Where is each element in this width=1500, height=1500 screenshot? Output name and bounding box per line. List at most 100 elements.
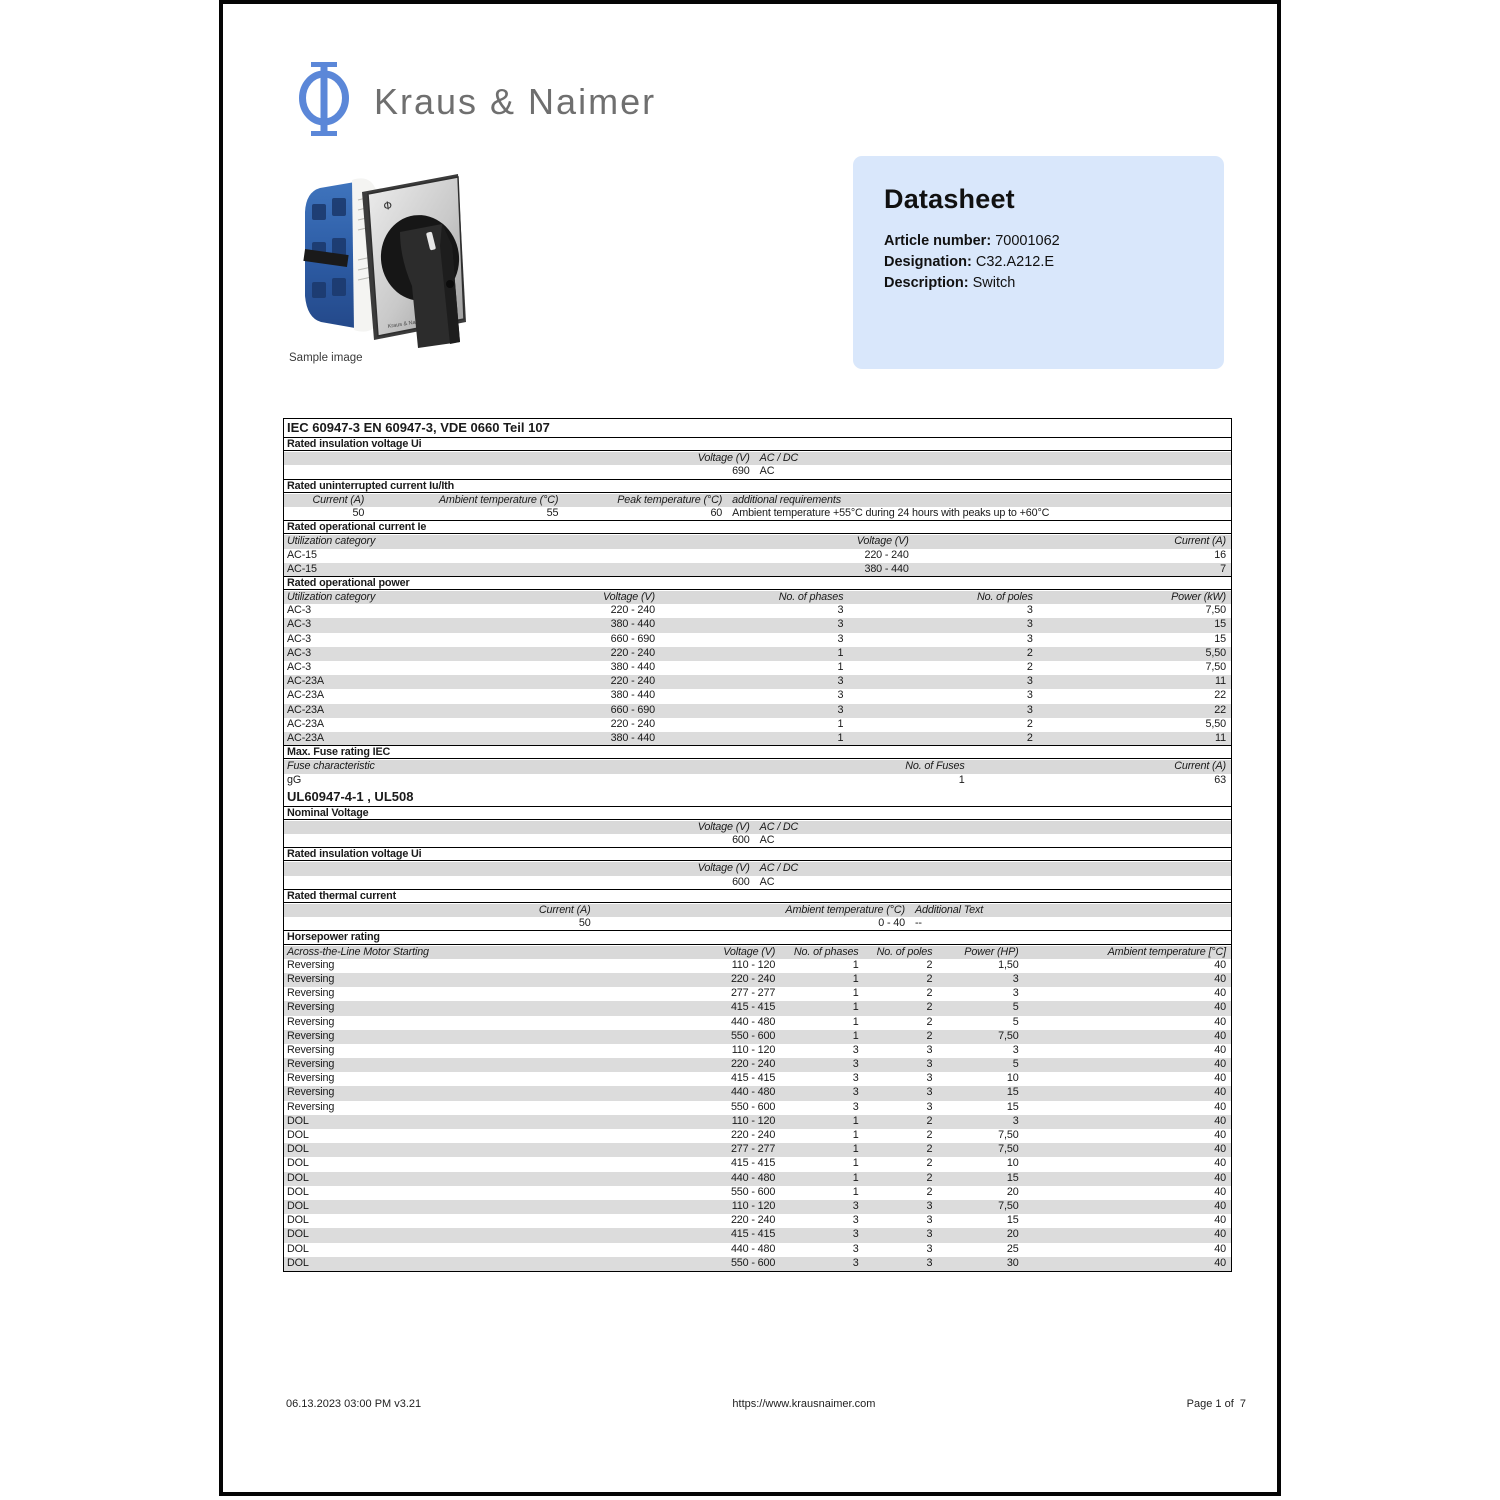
table-cell: DOL: [287, 1256, 309, 1269]
table-header-cell: No. of phases: [793, 945, 859, 958]
table-cell: 2: [926, 1157, 933, 1170]
table-header-cell: Ambient temperature [°C]: [1107, 945, 1226, 958]
table-cell: 415 - 415: [730, 1072, 776, 1085]
table-cell: 1: [852, 1001, 859, 1014]
table-cell: AC-23A: [287, 717, 324, 730]
table-cell: 40: [1214, 1214, 1226, 1227]
table-cell: 3: [926, 1072, 933, 1085]
table-cell: AC: [759, 834, 775, 847]
designation-value: C32.A212.E: [975, 254, 1055, 270]
table-row: AC-3 380 - 440 1 2 7,50: [284, 661, 1231, 676]
table-header-cell: No. of poles: [876, 945, 933, 958]
table-cell: 3: [926, 1100, 933, 1113]
brand-header: Kraus & Naimer: [298, 60, 656, 143]
table-cell: Reversing: [287, 1043, 335, 1056]
table-cell: 3: [1012, 987, 1019, 1000]
table-row: Reversing 440 - 480 1 2 5 40: [284, 1015, 1231, 1030]
table-cell: 3: [926, 1086, 933, 1099]
table-cell: 50: [352, 506, 365, 519]
table-row: DOL 550 - 600 3 3 30 40: [284, 1256, 1231, 1271]
table-cell: 2: [1026, 717, 1033, 730]
table-section-title: UL60947-4-1 , UL508: [284, 787, 1231, 807]
phi-logo-icon: [298, 60, 350, 143]
table-cell: 1: [852, 1157, 859, 1170]
table-header-row: Across-the-Line Motor Starting Voltage (V…: [284, 944, 1231, 959]
table-cell: 60: [710, 506, 723, 519]
table-cell: 11: [1215, 675, 1226, 688]
table-row: AC-3 220 - 240 3 3 7,50: [284, 604, 1231, 619]
brand-name: Kraus & Naimer: [374, 80, 657, 122]
table-subsection-title: Horsepower rating: [284, 930, 1231, 945]
table-cell: 220 - 240: [610, 646, 655, 659]
table-cell: AC-3: [287, 604, 311, 617]
table-cell: 3: [1026, 689, 1033, 702]
table-cell: 1: [837, 661, 844, 673]
table-cell: DOL: [287, 1129, 309, 1141]
table-header-row: Current (A) Ambient temperature (°C) Addit…: [284, 903, 1231, 918]
table-cell: 2: [926, 972, 933, 985]
article-number-label: Article number:: [884, 233, 992, 249]
table-header-cell: Current (A): [1174, 760, 1226, 773]
table-cell: 40: [1214, 1001, 1226, 1014]
table-cell: 3: [926, 1058, 933, 1071]
table-header-cell: Voltage (V): [697, 862, 750, 875]
table-cell: Reversing: [287, 1001, 335, 1014]
table-cell: DOL: [287, 1143, 309, 1156]
table-row: 600 AC: [284, 875, 1231, 890]
table-cell: 600: [732, 834, 750, 847]
table-cell: Reversing: [287, 958, 335, 971]
table-section-title: IEC 60947-3 EN 60947-3, VDE 0660 Teil 10…: [284, 419, 1231, 438]
table-cell: DOL: [287, 1171, 309, 1184]
table-cell: 277 - 277: [730, 1143, 776, 1156]
table-cell: 660 - 690: [610, 632, 655, 645]
table-cell: 15: [1006, 1214, 1019, 1227]
table-cell: 220 - 240: [730, 1129, 776, 1141]
table-cell: 1,50: [998, 958, 1019, 971]
table-cell: 2: [926, 987, 933, 1000]
table-cell: Reversing: [287, 1086, 335, 1099]
table-cell: 415 - 415: [730, 1228, 776, 1241]
table-cell: 3: [926, 1214, 933, 1227]
designation-line: Designation: C32.A212.E: [884, 252, 1193, 273]
page-inner: Kraus & Naimer: [223, 4, 1277, 1492]
table-cell: AC-3: [287, 646, 311, 659]
table-header-cell: Additional Text: [914, 904, 984, 916]
table-cell: Reversing: [287, 1029, 335, 1042]
table-cell: 11: [1215, 731, 1226, 744]
designation-label: Designation:: [884, 254, 972, 270]
table-row: Reversing 415 - 415 3 3 10 40: [284, 1072, 1231, 1087]
datasheet-info-box: Datasheet Article number: 70001062 Desig…: [853, 156, 1224, 369]
table-cell: 3: [1026, 604, 1033, 617]
table-cell: 3: [837, 689, 844, 702]
table-cell: 40: [1214, 1015, 1226, 1028]
table-row: Reversing 110 - 120 3 3 3 40: [284, 1043, 1231, 1059]
table-cell: 550 - 600: [730, 1256, 776, 1269]
table-cell: 40: [1214, 1228, 1226, 1241]
table-cell: 220 - 240: [730, 1214, 776, 1227]
table-cell: 3: [1026, 618, 1033, 631]
table-header-cell: AC / DC: [759, 862, 799, 875]
table-cell: 22: [1214, 703, 1226, 716]
table-cell: 3: [1026, 632, 1033, 645]
table-cell: 40: [1214, 1100, 1226, 1113]
table-subsection-title: Rated uninterrupted current Iu/Ith: [284, 478, 1231, 493]
table-cell: 380 - 440: [864, 562, 909, 575]
table-cell: 10: [1006, 1072, 1019, 1085]
table-subsection-title: Rated operational power: [284, 575, 1231, 591]
table-cell: AC-3: [287, 661, 311, 673]
page-footer: 06.13.2023 03:00 PM v3.21 https://www.kr…: [286, 1398, 1246, 1410]
table-cell: 7: [1220, 562, 1226, 575]
spec-table: IEC 60947-3 EN 60947-3, VDE 0660 Teil 10…: [283, 418, 1232, 1272]
table-cell: 3: [852, 1242, 859, 1255]
table-cell: DOL: [287, 1157, 309, 1170]
table-row: DOL 220 - 240 1 2 7,50 40: [284, 1129, 1231, 1144]
table-cell: 550 - 600: [730, 1029, 776, 1042]
table-cell: 15: [1214, 632, 1226, 645]
table-subsection-title: Rated operational current Ie: [284, 520, 1231, 535]
table-cell: 2: [926, 1029, 933, 1042]
table-row: AC-3 380 - 440 3 3 15: [284, 618, 1231, 633]
table-cell: 690: [732, 465, 750, 478]
table-cell: 2: [926, 1114, 933, 1127]
table-header-cell: additional requirements: [732, 493, 841, 506]
table-row: AC-15 380 - 440 7: [284, 562, 1231, 577]
